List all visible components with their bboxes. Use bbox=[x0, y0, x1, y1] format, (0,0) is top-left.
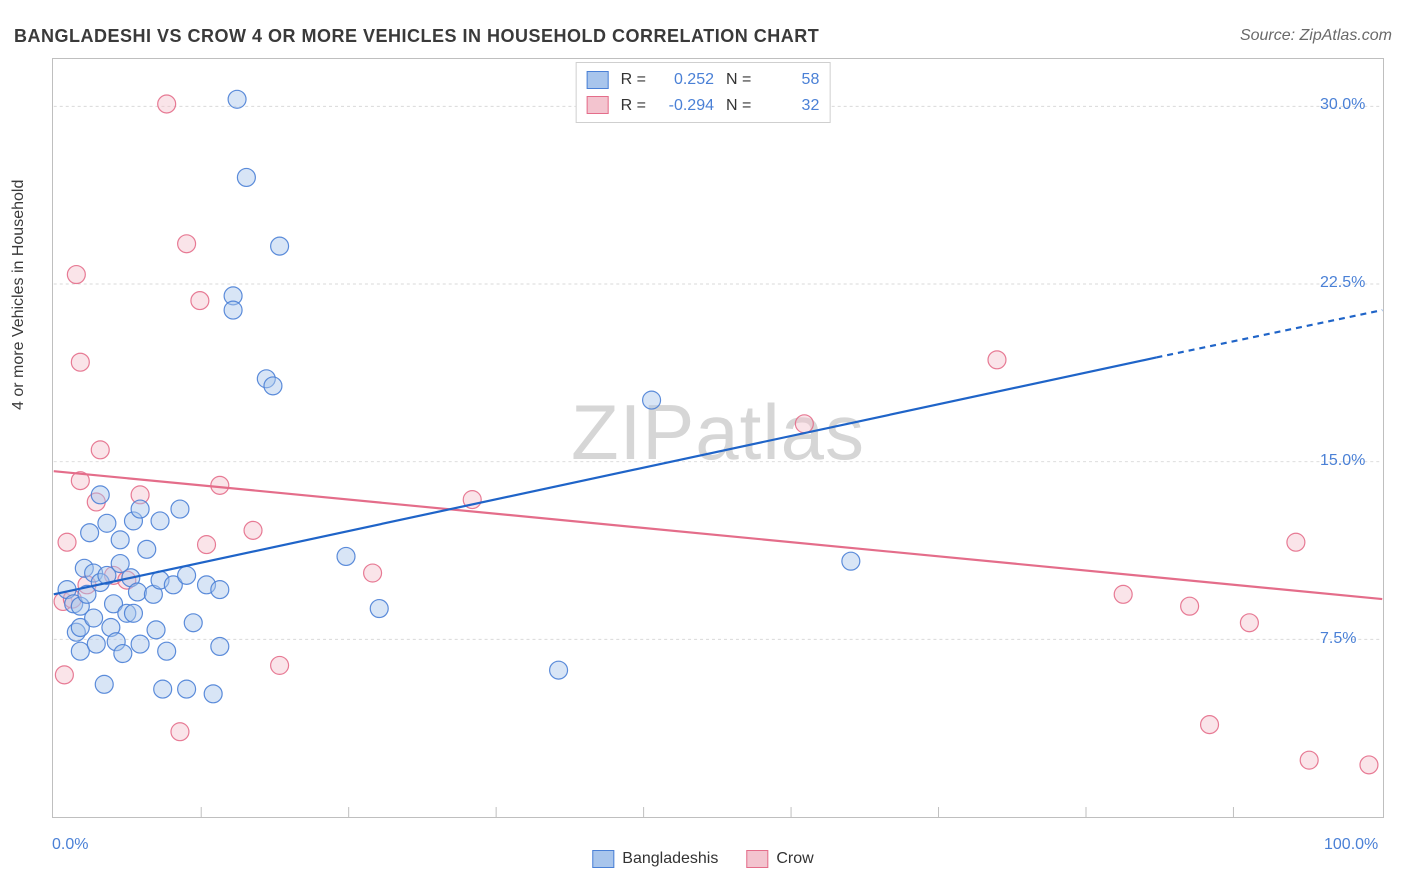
legend-correlation-box: R = 0.252 N = 58 R = -0.294 N = 32 bbox=[576, 62, 831, 123]
point-crow bbox=[271, 656, 289, 674]
point-crow bbox=[71, 353, 89, 371]
point-crow bbox=[1287, 533, 1305, 551]
point-bangladeshi bbox=[81, 524, 99, 542]
source-attribution: Source: ZipAtlas.com bbox=[1240, 27, 1392, 45]
point-crow bbox=[211, 476, 229, 494]
r-value-bangladeshi: 0.252 bbox=[654, 67, 714, 93]
n-label: N = bbox=[726, 93, 751, 119]
point-bangladeshi bbox=[114, 645, 132, 663]
r-label: R = bbox=[621, 93, 646, 119]
point-crow bbox=[1181, 597, 1199, 615]
point-bangladeshi bbox=[370, 600, 388, 618]
legend-row-crow: R = -0.294 N = 32 bbox=[587, 93, 820, 119]
point-bangladeshi bbox=[237, 168, 255, 186]
point-bangladeshi bbox=[264, 377, 282, 395]
plot-svg bbox=[53, 59, 1383, 817]
point-crow bbox=[67, 266, 85, 284]
point-crow bbox=[1201, 716, 1219, 734]
title-bar: BANGLADESHI VS CROW 4 OR MORE VEHICLES I… bbox=[14, 22, 1392, 50]
point-bangladeshi bbox=[131, 500, 149, 518]
swatch-crow bbox=[587, 96, 609, 114]
point-bangladeshi bbox=[147, 621, 165, 639]
point-bangladeshi bbox=[211, 637, 229, 655]
point-bangladeshi bbox=[178, 566, 196, 584]
point-crow bbox=[198, 536, 216, 554]
point-bangladeshi bbox=[550, 661, 568, 679]
point-bangladeshi bbox=[158, 642, 176, 660]
point-bangladeshi bbox=[224, 301, 242, 319]
point-bangladeshi bbox=[154, 680, 172, 698]
point-crow bbox=[58, 533, 76, 551]
point-bangladeshi bbox=[842, 552, 860, 570]
point-crow bbox=[55, 666, 73, 684]
point-crow bbox=[1300, 751, 1318, 769]
point-bangladeshi bbox=[184, 614, 202, 632]
point-bangladeshi bbox=[228, 90, 246, 108]
point-crow bbox=[1360, 756, 1378, 774]
swatch-bangladeshi-bottom bbox=[592, 850, 614, 868]
point-bangladeshi bbox=[128, 583, 146, 601]
axis-tick-label: 22.5% bbox=[1320, 274, 1365, 292]
n-label: N = bbox=[726, 67, 751, 93]
swatch-crow-bottom bbox=[746, 850, 768, 868]
point-crow bbox=[364, 564, 382, 582]
point-bangladeshi bbox=[98, 514, 116, 532]
n-value-crow: 32 bbox=[759, 93, 819, 119]
trendline-bangladeshi-dash bbox=[1156, 310, 1382, 357]
axis-tick-label: 7.5% bbox=[1320, 630, 1356, 648]
point-bangladeshi bbox=[131, 635, 149, 653]
axis-tick-label: 100.0% bbox=[1324, 836, 1378, 854]
point-bangladeshi bbox=[178, 680, 196, 698]
point-bangladeshi bbox=[111, 531, 129, 549]
point-crow bbox=[1114, 585, 1132, 603]
point-crow bbox=[795, 415, 813, 433]
point-crow bbox=[171, 723, 189, 741]
legend-item-crow: Crow bbox=[746, 850, 813, 868]
legend-label-crow: Crow bbox=[776, 850, 813, 868]
legend-label-bangladeshi: Bangladeshis bbox=[622, 850, 718, 868]
legend-row-bangladeshi: R = 0.252 N = 58 bbox=[587, 67, 820, 93]
point-bangladeshi bbox=[71, 642, 89, 660]
point-bangladeshi bbox=[138, 540, 156, 558]
point-bangladeshi bbox=[85, 609, 103, 627]
axis-tick-label: 15.0% bbox=[1320, 452, 1365, 470]
legend-series: Bangladeshis Crow bbox=[592, 850, 813, 868]
point-crow bbox=[988, 351, 1006, 369]
point-bangladeshi bbox=[95, 675, 113, 693]
point-bangladeshi bbox=[91, 486, 109, 504]
y-axis-label: 4 or more Vehicles in Household bbox=[10, 180, 28, 410]
point-bangladeshi bbox=[271, 237, 289, 255]
chart-container: BANGLADESHI VS CROW 4 OR MORE VEHICLES I… bbox=[0, 0, 1406, 892]
chart-title: BANGLADESHI VS CROW 4 OR MORE VEHICLES I… bbox=[14, 26, 819, 47]
r-value-crow: -0.294 bbox=[654, 93, 714, 119]
axis-tick-label: 0.0% bbox=[52, 836, 88, 854]
point-bangladeshi bbox=[124, 604, 142, 622]
point-crow bbox=[191, 292, 209, 310]
point-crow bbox=[91, 441, 109, 459]
point-bangladeshi bbox=[87, 635, 105, 653]
axis-tick-label: 30.0% bbox=[1320, 96, 1365, 114]
point-bangladeshi bbox=[643, 391, 661, 409]
r-label: R = bbox=[621, 67, 646, 93]
point-bangladeshi bbox=[151, 512, 169, 530]
point-bangladeshi bbox=[204, 685, 222, 703]
point-bangladeshi bbox=[337, 547, 355, 565]
swatch-bangladeshi bbox=[587, 71, 609, 89]
plot-area: ZIPatlas bbox=[52, 58, 1384, 818]
point-bangladeshi bbox=[211, 581, 229, 599]
point-crow bbox=[158, 95, 176, 113]
point-crow bbox=[178, 235, 196, 253]
point-crow bbox=[244, 521, 262, 539]
point-bangladeshi bbox=[171, 500, 189, 518]
point-crow bbox=[1240, 614, 1258, 632]
n-value-bangladeshi: 58 bbox=[759, 67, 819, 93]
legend-item-bangladeshi: Bangladeshis bbox=[592, 850, 718, 868]
